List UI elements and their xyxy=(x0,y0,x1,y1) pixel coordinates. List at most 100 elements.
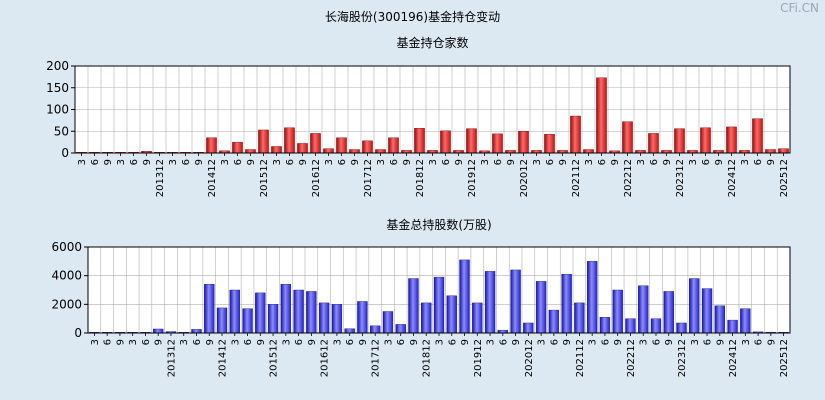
x-tick-label: 3 xyxy=(272,159,283,165)
bar xyxy=(344,328,355,334)
bar xyxy=(472,302,483,334)
bar xyxy=(284,127,295,154)
x-tick-label: 201412 xyxy=(218,339,229,377)
x-tick-label: 202512 xyxy=(779,159,790,197)
bar xyxy=(421,302,432,334)
x-tick-label: 3 xyxy=(383,339,394,345)
x-tick-label: 3 xyxy=(584,159,595,165)
x-tick-label: 3 xyxy=(688,159,699,165)
x-tick-label: 6 xyxy=(396,339,407,345)
x-tick-label: 3 xyxy=(179,339,190,345)
x-tick-label: 3 xyxy=(168,159,179,165)
x-tick-label: 202312 xyxy=(675,159,686,197)
bar xyxy=(331,304,343,334)
x-tick-label: 6 xyxy=(181,159,192,165)
y-tick-label: 0 xyxy=(61,146,69,160)
bar xyxy=(622,121,633,154)
x-tick-label: 9 xyxy=(409,339,420,345)
x-tick-label: 3 xyxy=(230,339,241,345)
x-tick-label: 3 xyxy=(90,339,101,345)
bar xyxy=(596,77,607,154)
x-tick-label: 3 xyxy=(428,159,439,165)
x-tick-label: 6 xyxy=(441,159,452,165)
bar xyxy=(216,307,228,334)
y-tick-label: 4000 xyxy=(51,269,82,283)
x-tick-label: 9 xyxy=(194,159,205,165)
x-tick-label: 9 xyxy=(511,339,522,345)
x-tick-label: 3 xyxy=(116,159,127,165)
x-tick-label: 202512 xyxy=(779,339,790,377)
x-tick-label: 9 xyxy=(562,339,573,345)
bar xyxy=(388,137,399,154)
x-tick-label: 3 xyxy=(537,339,548,345)
bar xyxy=(492,133,503,154)
bar xyxy=(242,308,253,334)
page-title: 长海股份(300196)基金持仓变动 xyxy=(324,10,501,24)
bar xyxy=(323,148,334,154)
x-tick-label: 201412 xyxy=(207,159,218,197)
bar xyxy=(518,131,529,154)
bar xyxy=(362,140,373,154)
bar xyxy=(778,148,789,154)
x-tick-label: 3 xyxy=(281,339,292,345)
x-tick-label: 9 xyxy=(402,159,413,165)
x-tick-label: 9 xyxy=(714,159,725,165)
bar xyxy=(349,149,360,154)
x-tick-label: 6 xyxy=(141,339,152,345)
bar xyxy=(650,318,662,334)
x-tick-label: 9 xyxy=(613,339,624,345)
bar xyxy=(267,304,279,334)
bar xyxy=(638,285,649,334)
x-tick-label: 9 xyxy=(205,339,216,345)
x-tick-label: 6 xyxy=(545,159,556,165)
x-tick-label: 202412 xyxy=(728,339,739,377)
bar xyxy=(382,311,394,334)
x-tick-label: 201512 xyxy=(269,339,280,377)
x-tick-label: 6 xyxy=(285,159,296,165)
x-tick-label: 9 xyxy=(558,159,569,165)
bar xyxy=(271,146,282,154)
x-tick-label: 201712 xyxy=(363,159,374,197)
y-tick-label: 2000 xyxy=(51,297,82,311)
x-tick-label: 9 xyxy=(454,159,465,165)
x-tick-label: 202112 xyxy=(575,339,586,377)
watermark: CFi.CN xyxy=(780,1,819,15)
x-tick-label: 6 xyxy=(294,339,305,345)
bar xyxy=(232,141,243,154)
bar xyxy=(648,133,659,154)
y-tick-label: 200 xyxy=(46,59,69,73)
x-tick-label: 6 xyxy=(103,339,114,345)
x-tick-label: 6 xyxy=(498,339,509,345)
x-tick-label: 6 xyxy=(597,159,608,165)
bar xyxy=(440,130,451,154)
x-tick-label: 6 xyxy=(243,339,254,345)
x-tick-label: 9 xyxy=(610,159,621,165)
x-tick-label: 6 xyxy=(549,339,560,345)
x-tick-label: 3 xyxy=(480,159,491,165)
bar xyxy=(523,322,534,334)
bar xyxy=(446,295,457,334)
bar xyxy=(395,324,406,334)
x-tick-label: 9 xyxy=(662,159,673,165)
x-tick-label: 6 xyxy=(651,339,662,345)
x-tick-label: 6 xyxy=(753,159,764,165)
x-tick-label: 201612 xyxy=(311,159,322,197)
x-tick-label: 3 xyxy=(588,339,599,345)
bar xyxy=(727,319,738,334)
x-tick-label: 201512 xyxy=(259,159,270,197)
x-tick-label: 3 xyxy=(639,339,650,345)
bar xyxy=(663,291,674,334)
bar xyxy=(336,137,347,154)
bar xyxy=(548,309,560,334)
bar xyxy=(280,284,292,334)
x-tick-label: 9 xyxy=(358,339,369,345)
x-tick-label: 6 xyxy=(754,339,765,345)
y-tick-label: 0 xyxy=(74,326,82,340)
x-tick-label: 6 xyxy=(389,159,400,165)
bar xyxy=(357,301,368,334)
x-tick-label: 3 xyxy=(332,339,343,345)
bar xyxy=(258,129,269,154)
x-tick-label: 202112 xyxy=(571,159,582,197)
x-tick-label: 6 xyxy=(192,339,203,345)
